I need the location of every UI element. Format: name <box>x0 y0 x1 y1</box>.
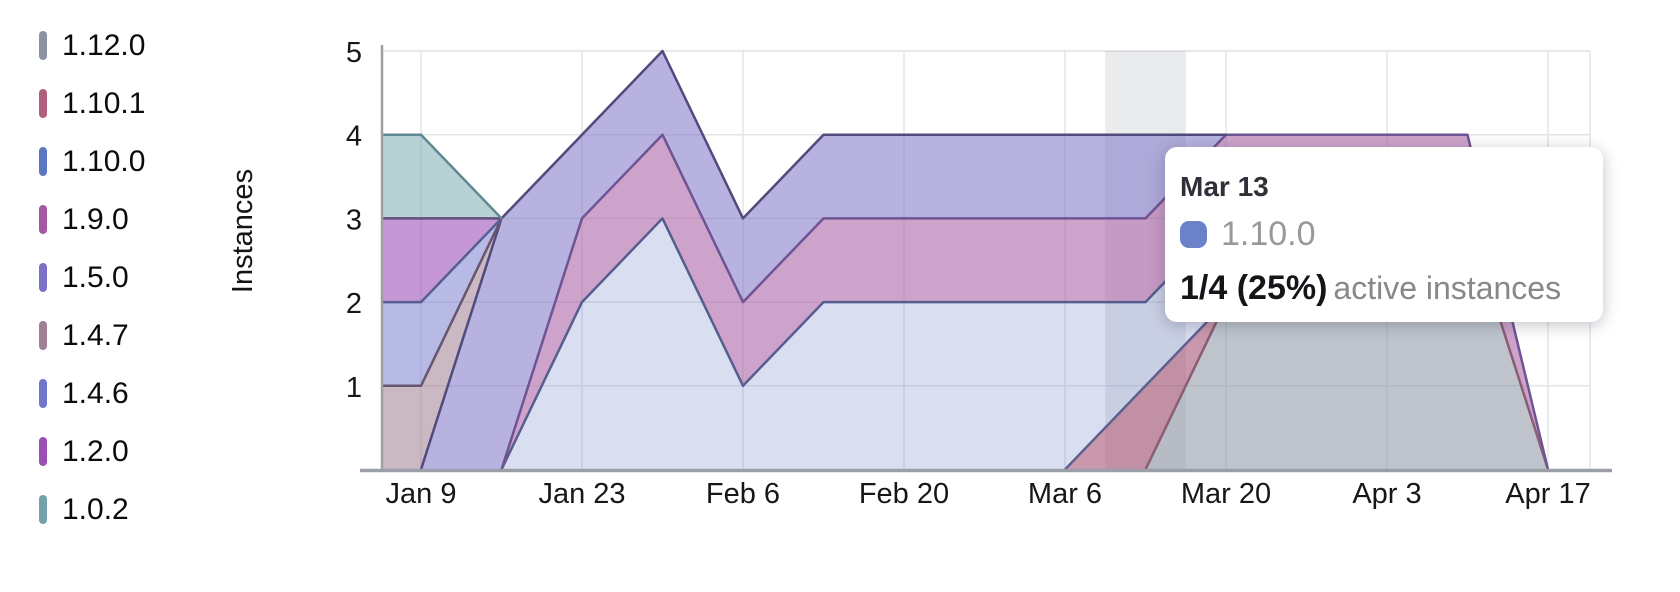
x-tick-label: Apr 3 <box>1352 478 1421 510</box>
x-tick-label: Feb 6 <box>706 478 780 510</box>
line-1.10.1 <box>1063 300 1228 470</box>
legend-item-label: 1.9.0 <box>62 203 129 236</box>
legend-color-pill <box>39 263 47 292</box>
tooltip-value: 1/4 (25%) <box>1180 269 1328 307</box>
legend-item-1.10.0[interactable]: 1.10.0 <box>39 145 146 178</box>
legend-item-label: 1.5.0 <box>62 261 129 294</box>
legend-item-label: 1.4.7 <box>62 319 129 352</box>
legend-color-pill <box>39 89 47 118</box>
x-tick-label: Apr 17 <box>1505 478 1590 510</box>
tooltip-value-row: 1/4 (25%) active instances <box>1180 271 1583 305</box>
x-tick-label: Mar 20 <box>1181 478 1271 510</box>
x-tick-label: Jan 23 <box>538 478 625 510</box>
y-tick-label: 2 <box>346 288 362 320</box>
legend-item-label: 1.10.1 <box>62 87 146 120</box>
line-1.4.6 <box>382 217 503 304</box>
y-tick-label: 4 <box>346 121 362 153</box>
chart-tooltip: Mar 13 1.10.0 1/4 (25%) active instances <box>1165 147 1603 322</box>
axes <box>360 45 1612 473</box>
legend-item-1.12.0[interactable]: 1.12.0 <box>39 29 146 62</box>
y-axis-title: Instances <box>227 169 259 293</box>
y-tick-label: 1 <box>346 372 362 404</box>
legend-item-label: 1.12.0 <box>62 29 146 62</box>
legend-color-pill <box>39 205 47 234</box>
chart-legend: 1.12.0 1.10.1 1.10.0 1.9.0 1.5.0 1.4.7 1.4.6 1.… <box>39 31 145 553</box>
line-1.0.2 <box>382 133 503 220</box>
legend-item-label: 1.2.0 <box>62 435 129 468</box>
line-1.5.0 <box>419 49 1228 470</box>
legend-item-label: 1.4.6 <box>62 377 129 410</box>
legend-item-label: 1.0.2 <box>62 493 129 526</box>
legend-color-pill <box>39 379 47 408</box>
legend-item-1.4.6[interactable]: 1.4.6 <box>39 377 145 410</box>
legend-item-1.2.0[interactable]: 1.2.0 <box>39 435 145 468</box>
legend-color-pill <box>39 495 47 524</box>
y-tick-label: 3 <box>346 204 362 236</box>
x-tick-label: Mar 6 <box>1028 478 1102 510</box>
line-1.9.0 <box>500 133 1550 470</box>
legend-item-1.10.1[interactable]: 1.10.1 <box>39 87 146 120</box>
y-tick-label: 5 <box>346 37 362 69</box>
legend-color-pill <box>39 437 47 466</box>
legend-color-pill <box>39 147 47 176</box>
area-1.10.0[interactable] <box>341 218 1549 470</box>
legend-item-label: 1.10.0 <box>62 145 146 178</box>
tooltip-series-name: 1.10.0 <box>1221 215 1316 253</box>
line-1.4.7 <box>382 217 503 388</box>
legend-item-1.5.0[interactable]: 1.5.0 <box>39 261 145 294</box>
series-color-swatch <box>1180 220 1207 248</box>
legend-item-1.4.7[interactable]: 1.4.7 <box>39 319 145 352</box>
legend-color-pill <box>39 321 47 350</box>
legend-color-pill <box>39 31 47 60</box>
x-tick-label: Jan 9 <box>386 478 457 510</box>
tooltip-date: Mar 13 <box>1180 171 1269 202</box>
x-tick-label: Feb 20 <box>859 478 949 510</box>
tooltip-series-row: 1.10.0 <box>1180 217 1583 251</box>
legend-item-1.0.2[interactable]: 1.0.2 <box>39 493 145 526</box>
tooltip-caption: active instances <box>1333 270 1562 306</box>
legend-item-1.9.0[interactable]: 1.9.0 <box>39 203 145 236</box>
